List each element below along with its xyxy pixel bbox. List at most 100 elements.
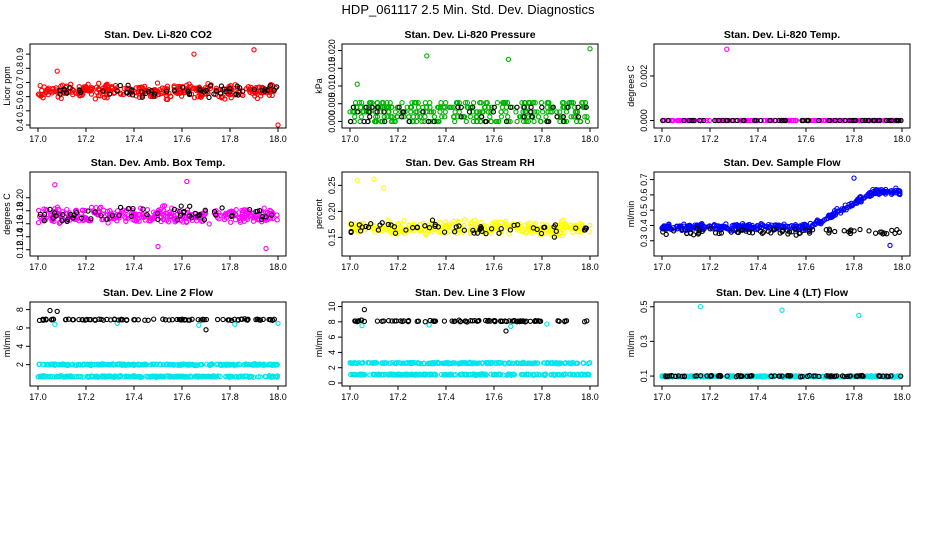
- data-point: [877, 229, 883, 235]
- data-point: [40, 373, 47, 380]
- data-point: [557, 118, 563, 125]
- data-point: [375, 227, 382, 233]
- data-point: [471, 230, 477, 236]
- data-point: [781, 221, 787, 227]
- data-point: [422, 223, 428, 229]
- data-point: [437, 220, 443, 226]
- data-point: [563, 109, 570, 115]
- data-point: [213, 374, 220, 380]
- data-point: [563, 360, 569, 366]
- data-point: [799, 373, 805, 380]
- x-tick-label: 18.0: [893, 134, 911, 144]
- data-point: [392, 230, 399, 236]
- data-point: [243, 215, 250, 221]
- data-point: [232, 321, 238, 327]
- data-point: [886, 117, 892, 124]
- data-point: [779, 227, 786, 233]
- data-point: [476, 371, 482, 377]
- data-point: [250, 218, 257, 224]
- x-tick-label: 17.8: [845, 134, 863, 144]
- data-point: [483, 230, 489, 237]
- y-tick-label: 2: [327, 365, 337, 370]
- y-axis-label: ml/min: [626, 331, 636, 358]
- data-point: [71, 212, 77, 218]
- data-point: [484, 100, 490, 106]
- data-point: [405, 223, 412, 229]
- data-point: [376, 371, 382, 377]
- data-point: [561, 229, 567, 235]
- x-tick-label: 17.6: [173, 262, 191, 272]
- data-point: [583, 372, 589, 378]
- data-point: [837, 117, 843, 124]
- data-point: [510, 371, 516, 378]
- data-point: [506, 318, 512, 324]
- data-point: [266, 92, 273, 98]
- y-tick-label: 0.6: [639, 189, 649, 202]
- data-point: [473, 114, 479, 120]
- x-tick-label: 17.6: [797, 134, 815, 144]
- data-point: [570, 229, 576, 235]
- data-point: [432, 371, 438, 378]
- data-point: [63, 316, 69, 323]
- data-point: [896, 229, 902, 235]
- data-point: [392, 118, 398, 125]
- data-point: [424, 53, 430, 59]
- data-point: [171, 206, 178, 213]
- data-point: [237, 373, 244, 379]
- data-point: [391, 372, 397, 378]
- data-point: [501, 223, 508, 229]
- data-point: [148, 88, 154, 94]
- y-tick-label: 0: [327, 380, 337, 385]
- y-tick-label: 8: [327, 319, 337, 324]
- data-point: [54, 373, 60, 380]
- data-point: [538, 100, 545, 106]
- data-point: [514, 360, 520, 366]
- data-point: [764, 223, 770, 230]
- data-point: [68, 81, 74, 87]
- panel-title: Stan. Dev. Li-820 Pressure: [404, 29, 535, 41]
- data-point: [554, 109, 560, 115]
- data-point: [488, 371, 494, 377]
- data-point: [862, 117, 868, 124]
- y-tick-label: 0.16: [15, 215, 25, 233]
- data-point: [414, 318, 420, 325]
- y-tick-label: 0.5: [639, 300, 649, 313]
- data-point: [348, 221, 355, 227]
- y-tick-label: 2: [15, 362, 25, 367]
- data-point: [442, 223, 449, 229]
- data-point: [154, 80, 161, 86]
- y-tick-label: 4: [327, 350, 337, 355]
- data-point: [847, 373, 853, 379]
- data-point: [828, 373, 835, 379]
- data-point: [348, 118, 354, 125]
- data-point: [511, 222, 517, 229]
- data-point: [127, 374, 133, 380]
- data-point: [586, 228, 592, 235]
- data-point: [413, 118, 420, 125]
- data-point: [359, 100, 365, 106]
- x-tick-label: 17.0: [29, 392, 47, 402]
- data-point: [821, 217, 828, 223]
- y-tick-label: 0.20: [327, 203, 337, 221]
- data-point: [536, 318, 543, 324]
- data-point: [368, 223, 374, 230]
- data-point: [530, 225, 537, 231]
- data-point: [104, 95, 110, 101]
- data-point: [217, 90, 224, 96]
- data-point: [555, 318, 561, 324]
- data-point: [131, 317, 137, 323]
- x-tick-label: 18.0: [269, 262, 287, 272]
- y-tick-label: 0.002: [639, 65, 649, 88]
- data-point: [490, 109, 497, 115]
- y-tick-label: 0.010: [327, 75, 337, 98]
- x-tick-label: 17.2: [389, 392, 407, 402]
- data-point: [848, 227, 854, 233]
- data-point: [266, 316, 272, 323]
- data-point: [256, 217, 262, 223]
- data-point: [734, 117, 740, 124]
- data-point: [98, 212, 104, 219]
- data-point: [227, 91, 233, 98]
- data-point: [530, 372, 537, 378]
- data-point: [41, 206, 47, 212]
- x-tick-label: 18.0: [893, 262, 911, 272]
